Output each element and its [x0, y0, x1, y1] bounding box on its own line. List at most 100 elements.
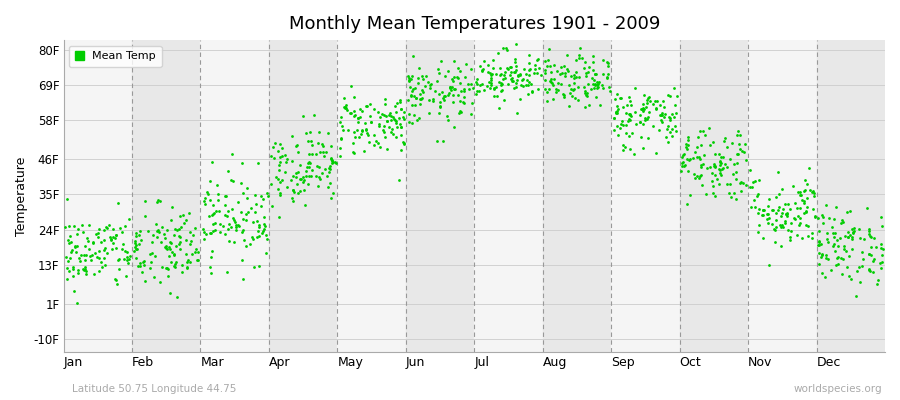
- Point: [127, 248, 141, 255]
- Point: [140, 228, 155, 234]
- Point: [415, 95, 429, 101]
- Point: [547, 62, 562, 68]
- Point: [775, 186, 789, 192]
- Point: [338, 105, 352, 111]
- Point: [743, 167, 758, 173]
- Point: [470, 88, 484, 94]
- Point: [135, 259, 149, 266]
- Point: [393, 96, 408, 103]
- Point: [687, 170, 701, 177]
- Point: [711, 151, 725, 157]
- Point: [64, 239, 78, 245]
- Text: worldspecies.org: worldspecies.org: [794, 384, 882, 394]
- Point: [508, 59, 523, 66]
- Point: [376, 127, 391, 133]
- Point: [238, 243, 253, 250]
- Point: [491, 50, 505, 56]
- Point: [409, 94, 423, 101]
- Point: [379, 113, 393, 119]
- Point: [507, 69, 521, 75]
- Point: [581, 101, 596, 108]
- Text: Latitude 50.75 Longitude 44.75: Latitude 50.75 Longitude 44.75: [72, 384, 237, 394]
- Point: [615, 121, 629, 127]
- Point: [378, 134, 392, 140]
- Point: [838, 233, 852, 240]
- Point: [218, 192, 232, 199]
- Point: [190, 249, 204, 256]
- Point: [600, 60, 615, 66]
- Point: [254, 193, 268, 199]
- Point: [778, 210, 793, 217]
- Point: [68, 243, 83, 249]
- Point: [293, 176, 308, 182]
- Point: [66, 264, 80, 270]
- Point: [572, 52, 586, 59]
- Point: [207, 227, 221, 234]
- Point: [296, 178, 310, 185]
- Point: [67, 223, 81, 229]
- Point: [492, 65, 507, 72]
- Point: [735, 148, 750, 155]
- Point: [315, 141, 329, 148]
- Point: [517, 65, 531, 72]
- Point: [674, 168, 688, 174]
- Point: [61, 257, 76, 264]
- Point: [212, 228, 227, 235]
- Point: [408, 102, 422, 108]
- Point: [641, 95, 655, 101]
- Point: [324, 154, 338, 161]
- Point: [500, 47, 515, 54]
- Point: [145, 249, 159, 256]
- Point: [668, 123, 682, 129]
- Point: [567, 80, 581, 87]
- Point: [645, 101, 660, 107]
- Point: [106, 239, 121, 246]
- Point: [677, 163, 691, 170]
- Point: [389, 134, 403, 140]
- Point: [443, 84, 457, 91]
- Point: [806, 193, 821, 200]
- Point: [402, 84, 417, 90]
- Point: [728, 195, 742, 202]
- Point: [317, 153, 331, 159]
- Point: [110, 281, 124, 288]
- Point: [105, 226, 120, 232]
- Point: [302, 164, 317, 170]
- Point: [786, 183, 800, 189]
- Point: [874, 265, 888, 271]
- Point: [246, 219, 260, 226]
- Point: [655, 112, 670, 118]
- Point: [580, 93, 595, 100]
- Point: [63, 255, 77, 262]
- Point: [640, 96, 654, 103]
- Point: [707, 164, 722, 170]
- Point: [830, 236, 844, 243]
- Point: [446, 78, 461, 84]
- Point: [291, 189, 305, 196]
- Point: [771, 207, 786, 213]
- Point: [128, 240, 142, 247]
- Point: [78, 264, 93, 270]
- Point: [219, 192, 233, 199]
- Point: [291, 169, 305, 176]
- Point: [413, 96, 428, 102]
- Point: [662, 92, 676, 98]
- Point: [734, 179, 748, 185]
- Point: [160, 227, 175, 233]
- Point: [273, 159, 287, 165]
- Point: [172, 232, 186, 239]
- Point: [564, 72, 579, 79]
- Point: [298, 202, 312, 209]
- Point: [653, 102, 668, 108]
- Point: [720, 181, 734, 187]
- Point: [351, 115, 365, 121]
- Point: [413, 91, 428, 97]
- Point: [231, 199, 246, 205]
- Point: [515, 77, 529, 84]
- Point: [475, 67, 490, 73]
- Point: [790, 204, 805, 211]
- Point: [798, 186, 813, 193]
- Point: [241, 208, 256, 215]
- Point: [180, 264, 194, 271]
- Point: [567, 86, 581, 92]
